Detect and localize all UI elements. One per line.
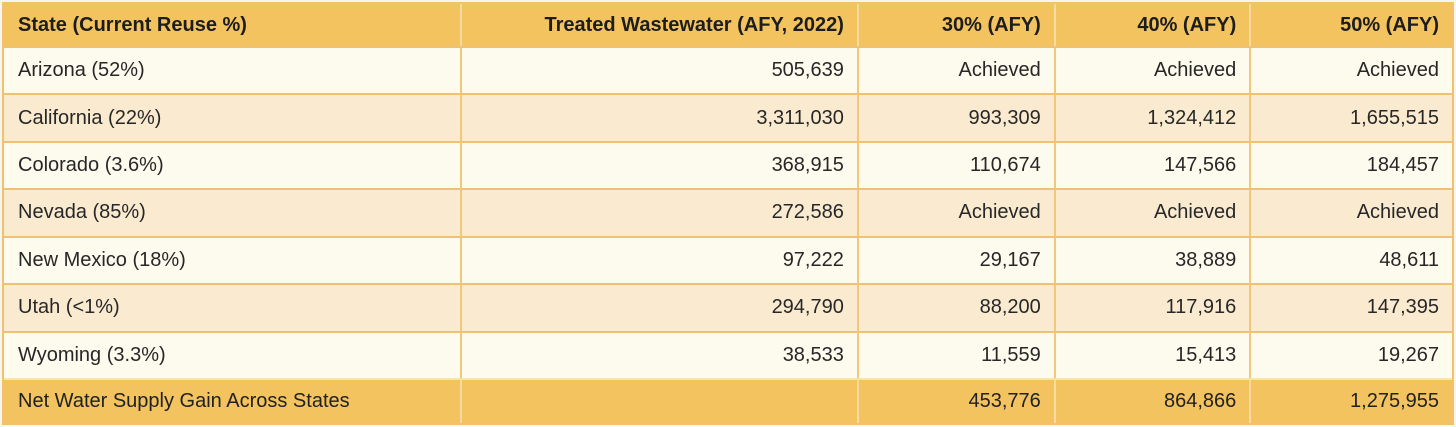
- table-row-arizona: Arizona (52%) 505,639 Achieved Achieved …: [4, 46, 1452, 94]
- state-cell: Utah (<1%): [4, 283, 461, 331]
- p50-cell: 1,655,515: [1249, 93, 1452, 141]
- table-row-colorado: Colorado (3.6%) 368,915 110,674 147,566 …: [4, 140, 1452, 189]
- p30-cell: 88,200: [856, 283, 1054, 331]
- p30-cell: 110,674: [856, 140, 1054, 189]
- state-cell: California (22%): [4, 93, 461, 141]
- net-gain-p30-cell: 453,776: [856, 378, 1054, 423]
- table-row-wyoming: Wyoming (3.3%) 38,533 11,559 15,413 19,2…: [4, 330, 1452, 378]
- p50-cell: Achieved: [1249, 46, 1452, 94]
- treated-cell: 368,915: [460, 140, 857, 189]
- table-row-utah: Utah (<1%) 294,790 88,200 117,916 147,39…: [4, 283, 1452, 331]
- p50-cell: 184,457: [1249, 140, 1452, 189]
- p30-cell: Achieved: [856, 188, 1054, 236]
- p30-cell: 11,559: [856, 330, 1054, 378]
- net-gain-row: Net Water Supply Gain Across States 453,…: [4, 378, 1452, 423]
- net-gain-p40-cell: 864,866: [1053, 378, 1250, 423]
- column-header-30pct: 30% (AFY): [856, 4, 1054, 46]
- net-gain-p50-cell: 1,275,955: [1249, 378, 1452, 423]
- treated-cell: 272,586: [460, 188, 857, 236]
- table-body: Arizona (52%) 505,639 Achieved Achieved …: [4, 46, 1452, 378]
- table-header: State (Current Reuse %) Treated Wastewat…: [4, 4, 1452, 46]
- net-gain-label: Net Water Supply Gain Across States: [4, 378, 461, 423]
- header-row: State (Current Reuse %) Treated Wastewat…: [4, 4, 1452, 46]
- treated-cell: 3,311,030: [460, 93, 857, 141]
- p50-cell: Achieved: [1249, 188, 1452, 236]
- treated-cell: 38,533: [460, 330, 857, 378]
- p40-cell: 15,413: [1053, 330, 1250, 378]
- table-footer: Net Water Supply Gain Across States 453,…: [4, 378, 1452, 423]
- column-header-50pct: 50% (AFY): [1249, 4, 1452, 46]
- table-row-california: California (22%) 3,311,030 993,309 1,324…: [4, 93, 1452, 141]
- p40-cell: 1,324,412: [1053, 93, 1250, 141]
- p30-cell: 993,309: [856, 93, 1054, 141]
- p40-cell: 147,566: [1053, 140, 1250, 189]
- p50-cell: 147,395: [1249, 283, 1452, 331]
- p40-cell: 117,916: [1053, 283, 1250, 331]
- state-cell: Nevada (85%): [4, 188, 461, 236]
- table-row-nevada: Nevada (85%) 272,586 Achieved Achieved A…: [4, 188, 1452, 236]
- state-cell: Colorado (3.6%): [4, 140, 461, 189]
- treated-cell: 294,790: [460, 283, 857, 331]
- p40-cell: 38,889: [1053, 235, 1250, 284]
- state-cell: Arizona (52%): [4, 46, 461, 94]
- p30-cell: 29,167: [856, 235, 1054, 284]
- column-header-state: State (Current Reuse %): [4, 4, 461, 46]
- table-row-new-mexico: New Mexico (18%) 97,222 29,167 38,889 48…: [4, 235, 1452, 284]
- state-cell: Wyoming (3.3%): [4, 330, 461, 378]
- p50-cell: 48,611: [1249, 235, 1452, 284]
- p30-cell: Achieved: [856, 46, 1054, 94]
- p40-cell: Achieved: [1053, 46, 1250, 94]
- treated-cell: 505,639: [460, 46, 857, 94]
- state-cell: New Mexico (18%): [4, 235, 461, 284]
- p50-cell: 19,267: [1249, 330, 1452, 378]
- column-header-40pct: 40% (AFY): [1053, 4, 1250, 46]
- treated-cell: 97,222: [460, 235, 857, 284]
- net-gain-treated-cell: [460, 378, 857, 423]
- column-header-treated-wastewater: Treated Wastewater (AFY, 2022): [460, 4, 857, 46]
- p40-cell: Achieved: [1053, 188, 1250, 236]
